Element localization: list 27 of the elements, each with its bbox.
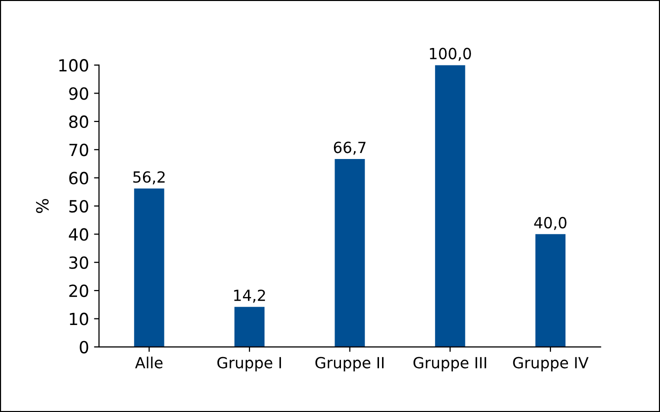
y-tick-label: 70 [69,144,88,156]
y-tick-label: 100 [59,59,88,72]
x-tick-label: Alle [135,356,163,368]
x-tick-label: Gruppe IV [513,356,589,372]
y-axis-title: % [36,199,49,213]
y-tick-label: 10 [70,312,88,326]
y-tick-label: 60 [69,172,88,184]
bar [435,65,466,347]
y-tick-label: 50 [69,200,88,213]
data-label: 100,0 [430,48,471,61]
y-tick-label: 40 [68,228,88,241]
data-label: 14,2 [234,290,265,303]
x-tick-label: Gruppe I [217,356,281,372]
bar [535,234,566,347]
bar [234,306,265,347]
data-label: 66,7 [334,142,366,155]
y-tick-label: 0 [80,340,88,354]
x-tick-label: Gruppe II [315,356,384,372]
y-tick-label: 30 [69,256,88,269]
bar [334,158,365,347]
bar [134,188,164,347]
y-tick-label: 80 [69,115,88,128]
x-tick-label: Gruppe III [413,356,486,372]
y-tick-label: 20 [69,284,88,298]
data-label: 56,2 [133,171,165,184]
y-tick-label: 90 [69,87,88,100]
data-label: 40,0 [534,216,566,230]
